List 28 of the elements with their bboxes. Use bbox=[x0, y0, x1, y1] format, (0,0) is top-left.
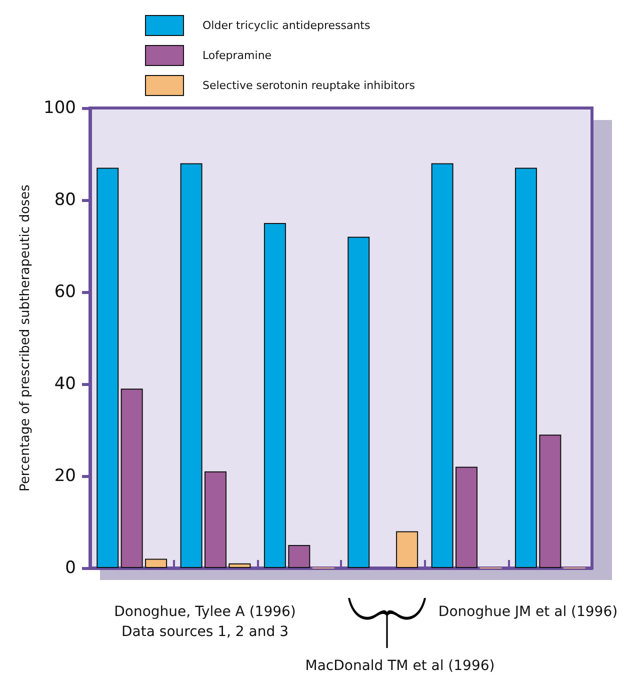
bar bbox=[396, 531, 418, 568]
bar bbox=[228, 563, 251, 568]
text: Data sources 1, 2 and 3 bbox=[122, 624, 288, 640]
bar bbox=[431, 163, 454, 568]
y-tick-label: 80 bbox=[54, 190, 76, 210]
bar bbox=[348, 236, 370, 568]
y-tick-label: 60 bbox=[54, 282, 76, 302]
bar bbox=[180, 163, 202, 568]
y-tick-label: 40 bbox=[54, 374, 76, 394]
bar bbox=[288, 545, 310, 568]
legend-label: Lofepramine bbox=[202, 49, 272, 62]
y-tick-label: 0 bbox=[65, 558, 76, 578]
bar bbox=[539, 434, 562, 568]
bar bbox=[96, 168, 119, 568]
text: MacDonald TM et al (1996) bbox=[305, 658, 495, 674]
bar bbox=[204, 471, 226, 568]
legend-label: Older tricyclic antidepressants bbox=[202, 19, 370, 32]
text: Donoghue JM et al (1996) bbox=[438, 604, 618, 620]
legend-label: Selective serotonin reuptake inhibitors bbox=[202, 79, 416, 92]
bar bbox=[145, 558, 168, 568]
bar bbox=[514, 168, 537, 568]
y-axis-title: Percentage of prescribed subtherapeutic doses bbox=[18, 184, 33, 492]
bar bbox=[120, 388, 143, 568]
bar bbox=[264, 223, 286, 568]
text: Donoghue, Tylee A (1996) bbox=[114, 604, 296, 620]
y-tick-label: 100 bbox=[44, 98, 76, 118]
y-tick-label: 20 bbox=[54, 466, 76, 486]
bar bbox=[456, 466, 478, 568]
